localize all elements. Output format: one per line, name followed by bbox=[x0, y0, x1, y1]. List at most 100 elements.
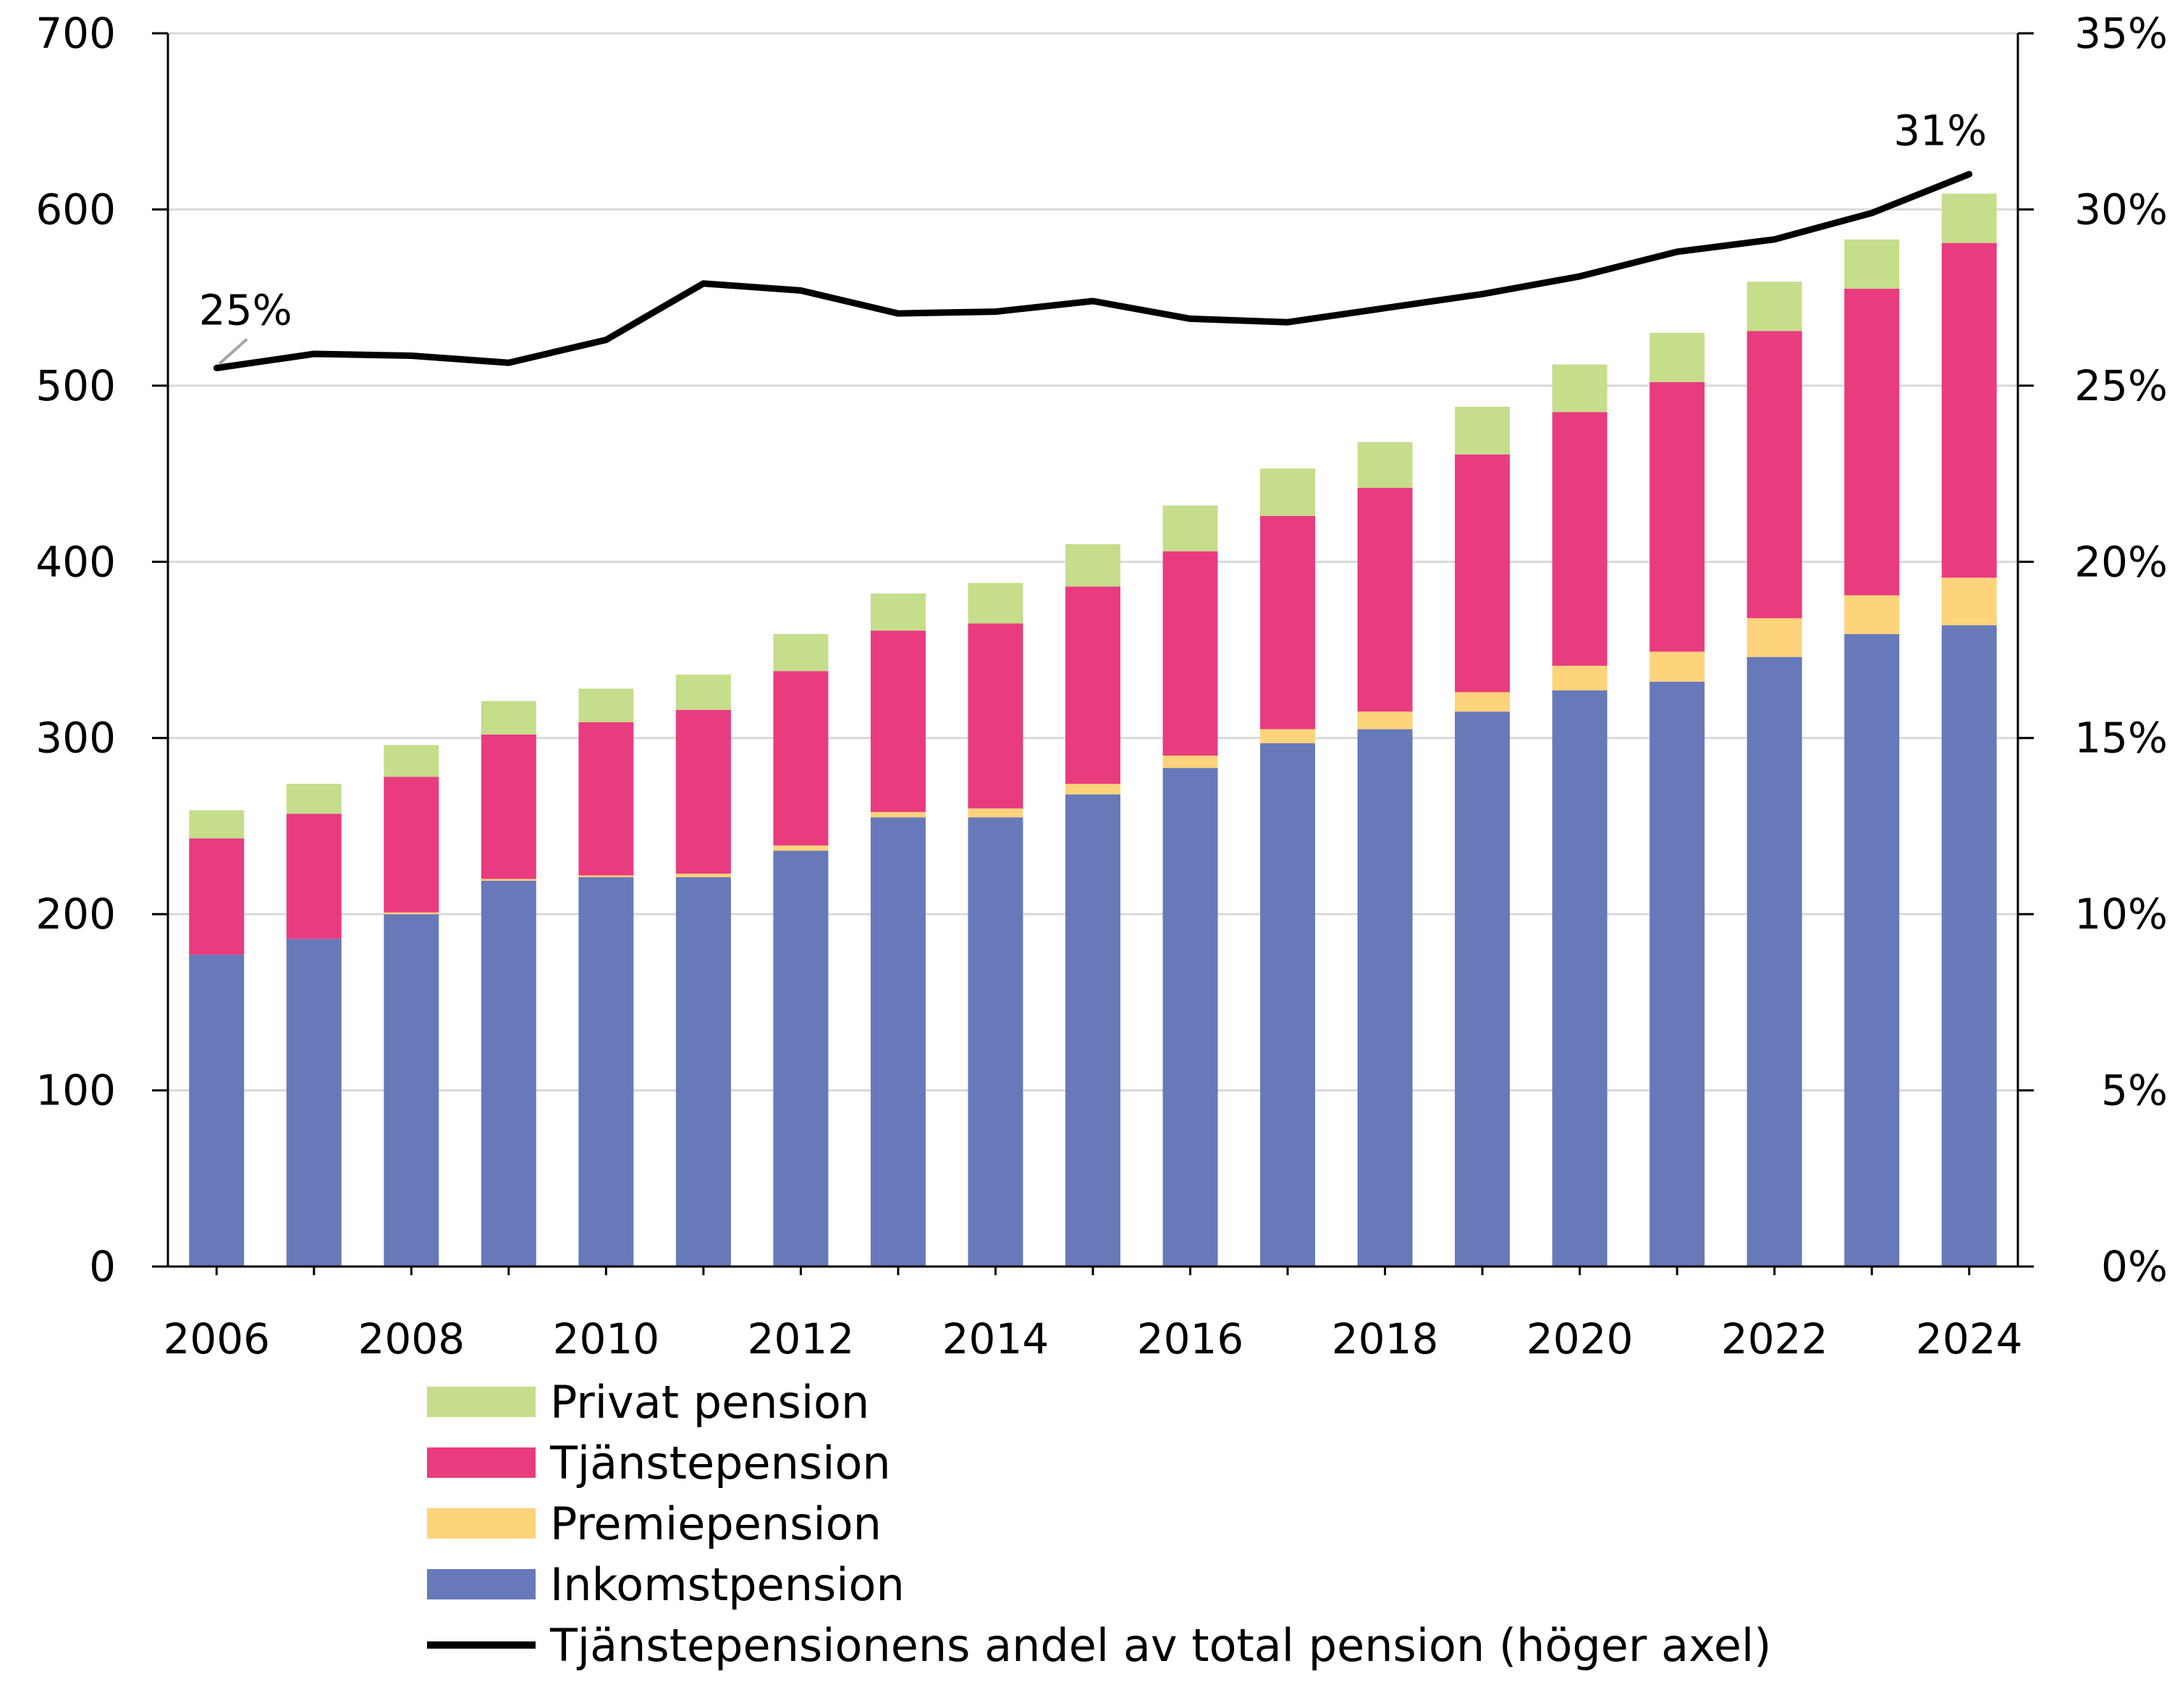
share-line-series bbox=[213, 171, 1973, 371]
bar-inkomstpension-2006 bbox=[189, 955, 245, 1267]
bar-inkomstpension-2010 bbox=[578, 877, 634, 1267]
bar-premiepension-2017 bbox=[1260, 729, 1316, 744]
bar-privat-pension-2022 bbox=[1746, 282, 1802, 331]
legend-label: Inkomstpension bbox=[550, 1557, 905, 1611]
x-tick-label: 2022 bbox=[1721, 1314, 1828, 1364]
legend-item-tjanstepension: Tjänstepension bbox=[427, 1432, 2019, 1493]
legend-swatch bbox=[427, 1508, 536, 1539]
bar-inkomstpension-2016 bbox=[1162, 768, 1218, 1267]
bar-privat-pension-2013 bbox=[870, 593, 926, 631]
bar-premiepension-2009 bbox=[481, 879, 536, 881]
bar-privat-pension-2016 bbox=[1162, 505, 1218, 551]
legend-label: Premiepension bbox=[550, 1497, 882, 1550]
legend-swatch bbox=[427, 1387, 536, 1417]
bar-privat-pension-2012 bbox=[773, 634, 829, 672]
y2-tick-label: 25% bbox=[2074, 361, 2168, 410]
bar-tj-nstepension-2024 bbox=[1941, 242, 1997, 578]
bar-tj-nstepension-2007 bbox=[286, 813, 342, 939]
y-tick-label: 200 bbox=[35, 889, 116, 939]
bar-inkomstpension-2009 bbox=[481, 880, 536, 1267]
bar-premiepension-2020 bbox=[1552, 665, 1607, 690]
bar-privat-pension-2024 bbox=[1941, 193, 1997, 243]
bar-tj-nstepension-2020 bbox=[1552, 412, 1607, 666]
y-tick-label: 600 bbox=[35, 185, 116, 234]
legend-swatch bbox=[427, 1569, 536, 1599]
legend-item-share-line: Tjänstepensionens andel av total pension… bbox=[427, 1615, 2019, 1675]
bar-inkomstpension-2019 bbox=[1455, 711, 1511, 1267]
legend-label: Tjänstepension bbox=[550, 1436, 891, 1489]
bar-premiepension-2010 bbox=[578, 875, 634, 878]
bar-tj-nstepension-2013 bbox=[870, 630, 926, 812]
bar-inkomstpension-2020 bbox=[1552, 690, 1607, 1267]
bar-tj-nstepension-2008 bbox=[384, 777, 439, 913]
legend-line-swatch bbox=[427, 1641, 536, 1649]
bar-inkomstpension-2008 bbox=[384, 914, 439, 1267]
bar-tj-nstepension-2014 bbox=[968, 623, 1023, 809]
y-tick-label: 0 bbox=[89, 1242, 116, 1291]
legend-item-privat-pension: Privat pension bbox=[427, 1371, 2019, 1432]
x-axis-ticks: 2006 2008 2010 2012 2014 2016 2018 2020 2022 2024 bbox=[163, 1267, 2023, 1364]
y-tick-label: 300 bbox=[35, 714, 116, 763]
bar-privat-pension-2019 bbox=[1455, 407, 1511, 455]
bar-premiepension-2021 bbox=[1649, 651, 1705, 682]
bar-inkomstpension-2022 bbox=[1746, 656, 1802, 1267]
y2-tick-label: 5% bbox=[2101, 1066, 2168, 1115]
legend-label: Tjänstepensionens andel av total pension… bbox=[550, 1618, 1772, 1672]
bar-premiepension-2023 bbox=[1844, 595, 1900, 635]
bar-inkomstpension-2017 bbox=[1260, 743, 1316, 1267]
bar-tj-nstepension-2019 bbox=[1455, 454, 1511, 693]
bar-premiepension-2022 bbox=[1746, 618, 1802, 657]
y2-tick-label: 30% bbox=[2074, 185, 2168, 234]
legend-swatch bbox=[427, 1447, 536, 1478]
annotation-label: 31% bbox=[1893, 106, 1987, 156]
bar-privat-pension-2021 bbox=[1649, 332, 1705, 382]
bar-privat-pension-2017 bbox=[1260, 468, 1316, 516]
annotations: 25% 31% bbox=[199, 106, 1987, 365]
share-line bbox=[213, 171, 1973, 371]
y-tick-label: 500 bbox=[35, 361, 116, 410]
bar-inkomstpension-2011 bbox=[675, 877, 731, 1267]
left-axis-ticks: 0 100 200 300 400 500 600 700 bbox=[35, 9, 168, 1291]
x-tick-label: 2024 bbox=[1916, 1314, 2023, 1364]
x-tick-label: 2014 bbox=[942, 1314, 1049, 1364]
bar-premiepension-2018 bbox=[1357, 711, 1413, 730]
bar-tj-nstepension-2006 bbox=[189, 838, 245, 955]
bar-privat-pension-2023 bbox=[1844, 239, 1900, 289]
y2-tick-label: 20% bbox=[2074, 537, 2168, 586]
y-tick-label: 400 bbox=[35, 537, 116, 586]
bar-privat-pension-2014 bbox=[968, 583, 1023, 624]
y2-tick-label: 10% bbox=[2074, 889, 2168, 939]
bar-tj-nstepension-2009 bbox=[481, 734, 536, 879]
bar-tj-nstepension-2023 bbox=[1844, 288, 1900, 596]
bar-premiepension-2014 bbox=[968, 808, 1023, 818]
bar-inkomstpension-2012 bbox=[773, 850, 829, 1267]
bar-tj-nstepension-2022 bbox=[1746, 331, 1802, 619]
bar-privat-pension-2018 bbox=[1357, 441, 1413, 489]
bar-tj-nstepension-2010 bbox=[578, 722, 634, 876]
annotation-label: 25% bbox=[199, 286, 292, 335]
bar-tj-nstepension-2011 bbox=[675, 709, 731, 874]
bar-inkomstpension-2024 bbox=[1941, 625, 1997, 1267]
bar-premiepension-2024 bbox=[1941, 578, 1997, 625]
x-tick-label: 2010 bbox=[553, 1314, 660, 1364]
bar-privat-pension-2010 bbox=[578, 688, 634, 722]
legend-label: Privat pension bbox=[550, 1375, 870, 1429]
y2-tick-label: 15% bbox=[2074, 714, 2168, 763]
bar-premiepension-2019 bbox=[1455, 692, 1511, 712]
bar-tj-nstepension-2012 bbox=[773, 671, 829, 846]
x-tick-label: 2006 bbox=[163, 1314, 270, 1364]
bar-privat-pension-2008 bbox=[384, 745, 439, 777]
y-tick-label: 700 bbox=[35, 9, 116, 58]
bar-premiepension-2015 bbox=[1065, 784, 1120, 795]
bar-privat-pension-2007 bbox=[286, 784, 342, 814]
x-tick-label: 2020 bbox=[1526, 1314, 1634, 1364]
legend-item-premiepension: Premiepension bbox=[427, 1493, 2019, 1554]
bar-inkomstpension-2014 bbox=[968, 817, 1023, 1267]
legend: Privat pension Tjänstepension Premiepens… bbox=[427, 1371, 2019, 1675]
right-axis-ticks: 0% 5% 10% 15% 20% 25% 30% 35% bbox=[2018, 9, 2168, 1291]
bar-tj-nstepension-2018 bbox=[1357, 488, 1413, 712]
bar-tj-nstepension-2021 bbox=[1649, 381, 1705, 652]
annotation-leader bbox=[218, 338, 248, 365]
bar-inkomstpension-2021 bbox=[1649, 681, 1705, 1267]
